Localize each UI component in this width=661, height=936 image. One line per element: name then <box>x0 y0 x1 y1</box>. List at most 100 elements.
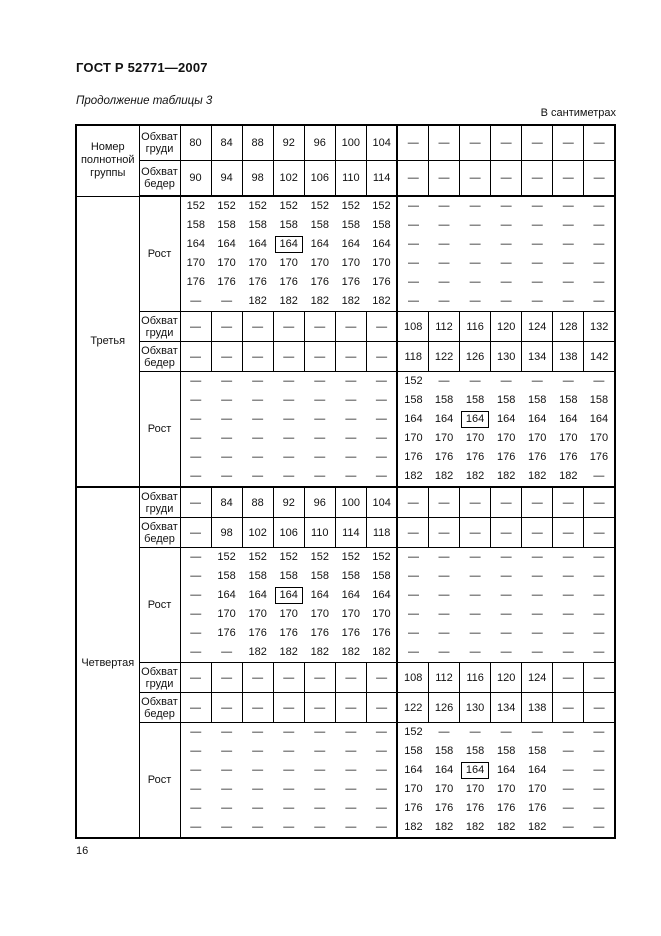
height-cell: — 158 164 170 176 182 <box>428 722 460 839</box>
chest-girth-cell: — <box>179 311 212 342</box>
height-value: 152 <box>341 551 361 563</box>
chest-girth-cell: — <box>179 486 212 518</box>
height-value: — <box>500 608 512 620</box>
table-row: Обхват груди — — — — — — —108 112 116 120 124— — <box>76 662 616 693</box>
chest-girth-cell: 84 <box>210 486 243 518</box>
height-value: — <box>438 570 450 582</box>
height-value: — <box>314 726 326 738</box>
height-value: — <box>190 608 202 620</box>
height-value: 170 <box>404 432 423 444</box>
height-value: — <box>283 394 295 406</box>
chest-girth-value: — <box>427 124 461 161</box>
height-value: — <box>500 570 512 582</box>
chest-girth-cell: — <box>459 486 492 518</box>
height-value: 158 <box>496 745 516 757</box>
hip-girth-cell: — <box>365 692 398 723</box>
height-cell: — — — — — — <box>180 547 212 663</box>
height-cell: — — — — — — <box>396 547 429 663</box>
table-row: Рост — — — — — — — — — — — — — — — — — — — — — — — — — — — — — — — — — — — —… <box>76 722 615 839</box>
base-size-box: 164 <box>460 762 490 779</box>
hip-girth-cell: — <box>272 341 305 372</box>
height-value: 158 <box>341 570 361 582</box>
height-value: — <box>562 219 574 231</box>
height-value: 158 <box>248 570 267 582</box>
height-value: — <box>190 646 202 658</box>
height-value: 182 <box>248 295 267 307</box>
hip-girth-cell: — <box>396 517 430 548</box>
height-value: 158 <box>404 745 423 757</box>
table-caption: Продолжение таблицы 3 <box>76 95 213 107</box>
height-value: — <box>562 551 574 563</box>
height-value: — <box>345 451 357 463</box>
height-value: 164 <box>341 589 361 601</box>
height-value: — <box>469 238 481 250</box>
chest-girth-cell: 120 <box>490 311 523 342</box>
height-value: 158 <box>217 219 236 231</box>
height-value: — <box>407 295 419 307</box>
height-value: 152 <box>404 726 423 738</box>
height-cell: — — — — — — <box>552 722 584 839</box>
chest-girth-value: 80 <box>179 124 212 161</box>
height-value: 176 <box>465 802 485 814</box>
height-value: — <box>252 451 264 463</box>
height-value: 176 <box>372 276 391 288</box>
height-value: 170 <box>528 783 547 795</box>
height-value: — <box>500 219 512 231</box>
chest-girth-cell: — <box>303 662 336 693</box>
height-value: 176 <box>310 627 329 639</box>
height-cell: — — — — — — <box>396 195 429 312</box>
units-note: В сантиметрах <box>540 107 616 119</box>
height-value: 152 <box>310 551 329 563</box>
height-value: — <box>252 375 264 387</box>
height-value: — <box>375 375 387 387</box>
height-cell: — — — — — — <box>583 547 615 663</box>
height-cell: — 158 164 170 176 182 <box>521 371 553 488</box>
height-value: — <box>438 627 450 639</box>
height-value: 176 <box>559 451 578 463</box>
hip-girth-cell: 106 <box>272 517 305 548</box>
height-value: — <box>221 802 233 814</box>
hip-girth-cell: 118 <box>365 517 398 548</box>
height-cell: — — — — — — <box>428 547 460 663</box>
height-value: — <box>314 745 326 757</box>
height-value: — <box>190 726 202 738</box>
height-value: 152 <box>279 200 298 212</box>
height-value: — <box>407 219 419 231</box>
height-value: — <box>500 295 512 307</box>
page-title: ГОСТ Р 52771—2007 <box>76 60 208 75</box>
height-value: — <box>438 238 450 250</box>
height-value: 182 <box>279 295 298 307</box>
height-value: — <box>593 219 605 231</box>
height-value: 176 <box>279 627 298 639</box>
height-value: — <box>469 589 481 601</box>
height-cell: 152 158 164 170 176 182 <box>304 195 336 312</box>
height-value: 164 <box>559 413 578 425</box>
row-label: Рост <box>138 195 181 312</box>
chest-girth-cell: 120 <box>490 662 523 693</box>
height-value: — <box>190 821 202 833</box>
height-value: — <box>375 821 387 833</box>
height-value: — <box>345 821 357 833</box>
height-value: 170 <box>341 608 361 620</box>
height-value: — <box>593 200 605 212</box>
row-label: Рост <box>138 547 181 663</box>
chest-girth-cell: — <box>552 486 585 518</box>
chest-girth-cell: 132 <box>583 311 616 342</box>
group-label: Четвертая <box>75 486 140 839</box>
height-cell: — — — — — — <box>304 371 336 488</box>
chest-girth-value: 100 <box>334 124 367 161</box>
height-value: 164 <box>528 413 547 425</box>
height-value: 152 <box>404 375 423 387</box>
row-label: Обхват груди <box>138 486 181 518</box>
height-value: — <box>221 764 233 776</box>
height-value: — <box>469 375 481 387</box>
chest-girth-cell: — <box>303 311 336 342</box>
height-value: — <box>221 413 233 425</box>
height-value: — <box>531 257 543 269</box>
height-value: — <box>345 764 357 776</box>
height-cell: 152 158 164 170 176 182 <box>335 547 367 663</box>
height-value: — <box>593 646 605 658</box>
hip-girth-cell: — <box>365 341 398 372</box>
height-value: — <box>562 608 574 620</box>
chest-girth-cell: — <box>490 486 523 518</box>
